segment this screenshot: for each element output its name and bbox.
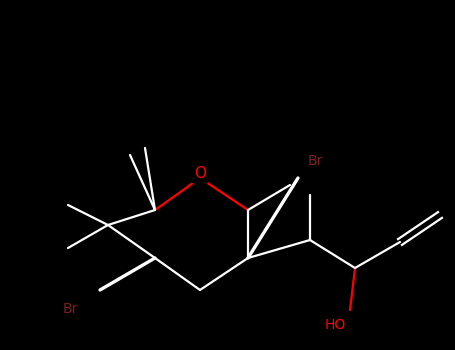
Text: O: O	[194, 167, 206, 182]
Text: HO: HO	[324, 318, 346, 332]
Text: Br: Br	[63, 302, 78, 316]
Text: Br: Br	[308, 154, 324, 168]
